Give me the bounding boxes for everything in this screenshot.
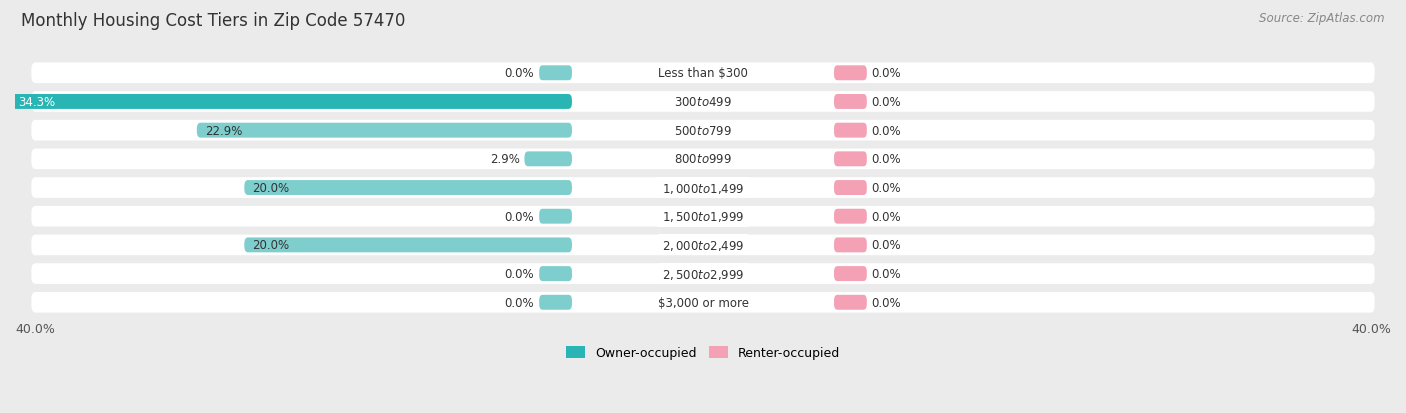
Text: 0.0%: 0.0% bbox=[872, 296, 901, 309]
Text: $1,000 to $1,499: $1,000 to $1,499 bbox=[662, 181, 744, 195]
FancyBboxPatch shape bbox=[10, 95, 572, 110]
Text: 0.0%: 0.0% bbox=[872, 67, 901, 80]
FancyBboxPatch shape bbox=[31, 149, 1375, 170]
FancyBboxPatch shape bbox=[538, 295, 572, 310]
FancyBboxPatch shape bbox=[31, 206, 1375, 227]
FancyBboxPatch shape bbox=[834, 95, 868, 110]
FancyBboxPatch shape bbox=[834, 152, 868, 167]
FancyBboxPatch shape bbox=[834, 295, 868, 310]
Text: $500 to $799: $500 to $799 bbox=[673, 124, 733, 137]
FancyBboxPatch shape bbox=[31, 121, 1375, 141]
Text: 0.0%: 0.0% bbox=[505, 67, 534, 80]
FancyBboxPatch shape bbox=[31, 63, 1375, 84]
Text: Less than $300: Less than $300 bbox=[658, 67, 748, 80]
Text: 0.0%: 0.0% bbox=[872, 124, 901, 137]
Text: $800 to $999: $800 to $999 bbox=[673, 153, 733, 166]
FancyBboxPatch shape bbox=[31, 92, 1375, 112]
Text: Source: ZipAtlas.com: Source: ZipAtlas.com bbox=[1260, 12, 1385, 25]
Text: $2,000 to $2,499: $2,000 to $2,499 bbox=[662, 238, 744, 252]
Text: $3,000 or more: $3,000 or more bbox=[658, 296, 748, 309]
FancyBboxPatch shape bbox=[834, 180, 868, 195]
Text: 0.0%: 0.0% bbox=[872, 153, 901, 166]
Text: 0.0%: 0.0% bbox=[505, 296, 534, 309]
FancyBboxPatch shape bbox=[834, 209, 868, 224]
Text: 22.9%: 22.9% bbox=[205, 124, 242, 137]
FancyBboxPatch shape bbox=[197, 123, 572, 138]
FancyBboxPatch shape bbox=[834, 66, 868, 81]
Legend: Owner-occupied, Renter-occupied: Owner-occupied, Renter-occupied bbox=[561, 342, 845, 364]
FancyBboxPatch shape bbox=[245, 180, 572, 195]
FancyBboxPatch shape bbox=[245, 238, 572, 253]
FancyBboxPatch shape bbox=[538, 66, 572, 81]
Text: 0.0%: 0.0% bbox=[872, 182, 901, 195]
Text: $1,500 to $1,999: $1,500 to $1,999 bbox=[662, 210, 744, 224]
FancyBboxPatch shape bbox=[834, 123, 868, 138]
Text: 2.9%: 2.9% bbox=[489, 153, 520, 166]
FancyBboxPatch shape bbox=[524, 152, 572, 167]
Text: 0.0%: 0.0% bbox=[872, 210, 901, 223]
Text: 0.0%: 0.0% bbox=[505, 210, 534, 223]
FancyBboxPatch shape bbox=[31, 178, 1375, 198]
FancyBboxPatch shape bbox=[834, 266, 868, 281]
Text: 0.0%: 0.0% bbox=[505, 268, 534, 280]
Text: $300 to $499: $300 to $499 bbox=[673, 96, 733, 109]
Text: 34.3%: 34.3% bbox=[18, 96, 55, 109]
Text: 40.0%: 40.0% bbox=[1351, 322, 1391, 335]
Text: Monthly Housing Cost Tiers in Zip Code 57470: Monthly Housing Cost Tiers in Zip Code 5… bbox=[21, 12, 405, 30]
FancyBboxPatch shape bbox=[31, 292, 1375, 313]
FancyBboxPatch shape bbox=[31, 263, 1375, 284]
Text: $2,500 to $2,999: $2,500 to $2,999 bbox=[662, 267, 744, 281]
Text: 0.0%: 0.0% bbox=[872, 239, 901, 252]
Text: 0.0%: 0.0% bbox=[872, 96, 901, 109]
FancyBboxPatch shape bbox=[538, 266, 572, 281]
Text: 20.0%: 20.0% bbox=[253, 182, 290, 195]
FancyBboxPatch shape bbox=[538, 209, 572, 224]
FancyBboxPatch shape bbox=[834, 238, 868, 253]
Text: 20.0%: 20.0% bbox=[253, 239, 290, 252]
Text: 0.0%: 0.0% bbox=[872, 268, 901, 280]
Text: 40.0%: 40.0% bbox=[15, 322, 55, 335]
FancyBboxPatch shape bbox=[31, 235, 1375, 256]
